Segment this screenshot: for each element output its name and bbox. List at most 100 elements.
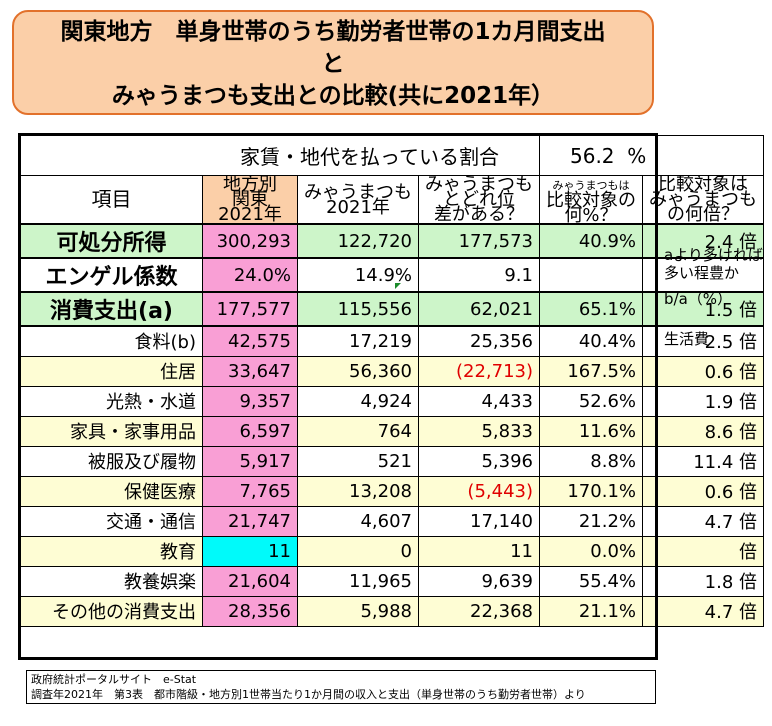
- cell-c4: 0.0%: [539, 535, 643, 567]
- source-line-1: 政府統計ポータルサイト e-Stat: [31, 673, 197, 686]
- cell-c4: 65.1%: [539, 291, 643, 327]
- cell-c5: 4.7 倍: [642, 595, 764, 627]
- row-label: 交通・通信: [20, 505, 203, 537]
- side-note-richness: aより多ければ 多い程豊か: [664, 246, 763, 282]
- row-label: 保健医療: [20, 475, 203, 507]
- cell-c2: 764: [297, 415, 419, 447]
- cell-c1: 33,647: [202, 355, 298, 387]
- cell-c4: 11.6%: [539, 415, 643, 447]
- table-row: 光熱・水道 9,357 4,924 4,433 52.6% 1.9 倍: [20, 385, 764, 417]
- cell-c2: 122,720: [297, 223, 419, 259]
- cell-c3: 4,433: [418, 385, 540, 417]
- cell-c4: 8.8%: [539, 445, 643, 477]
- header-col4: みゃうまつもは 比較対象の 何%？: [539, 175, 643, 225]
- rent-ratio-label: 家賃・地代を払っている割合: [20, 135, 540, 176]
- cell-c5: 1.9 倍: [642, 385, 764, 417]
- table-row: 交通・通信 21,747 4,607 17,140 21.2% 4.7 倍: [20, 505, 764, 537]
- cell-c5: 1.5 倍: [642, 291, 764, 327]
- cell-c5: 11.4 倍: [642, 445, 764, 477]
- cell-c2: 13,208: [297, 475, 419, 507]
- row-label: その他の消費支出: [20, 595, 203, 627]
- cell-c1: 21,604: [202, 565, 298, 597]
- source-footer: 政府統計ポータルサイト e-Stat 調査年2021年 第3表 都市階級・地方別…: [26, 670, 656, 704]
- cell-c5: 2.4 倍: [642, 223, 764, 259]
- source-line-2: 調査年2021年 第3表 都市階級・地方別1世帯当たり1か月間の収入と支出（単身…: [31, 688, 586, 701]
- table-row: 消費支出(a) 177,577 115,556 62,021 65.1% 1.5…: [20, 291, 764, 327]
- cell-c4: 170.1%: [539, 475, 643, 507]
- cell-c5: 8.6 倍: [642, 415, 764, 447]
- table-row: 住居 33,647 56,360 (22,713) 167.5% 0.6 倍: [20, 355, 764, 387]
- rent-ratio-row: 家賃・地代を払っている割合 56.2 %: [20, 135, 764, 176]
- cell-c4: [539, 257, 643, 293]
- cell-c5: 4.7 倍: [642, 505, 764, 537]
- cell-c3: 5,833: [418, 415, 540, 447]
- title-line-1: 関東地方 単身世帯のうち勤労者世帯の1カ月間支出: [60, 19, 606, 45]
- row-label: 住居: [20, 355, 203, 387]
- table-row: 被服及び履物 5,917 521 5,396 8.8% 11.4 倍: [20, 445, 764, 477]
- cell-c4: 167.5%: [539, 355, 643, 387]
- header-row: 項目 地方別 関東 2021年 みゃうまつも 2021年 みゃうまつも とどれ位 差がある…: [20, 175, 764, 225]
- cell-c1: 7,765: [202, 475, 298, 507]
- cell-c4: 40.9%: [539, 223, 643, 259]
- table-row: 食料(b) 42,575 17,219 25,356 40.4% 2.5 倍: [20, 325, 764, 357]
- cell-c3: 5,396: [418, 445, 540, 477]
- cell-c4: 40.4%: [539, 325, 643, 357]
- rent-ratio-value-cell: 56.2 %: [539, 135, 764, 176]
- cell-c3: 17,140: [418, 505, 540, 537]
- table-row: 可処分所得 300,293 122,720 177,573 40.9% 2.4 …: [20, 223, 764, 259]
- row-label: 可処分所得: [20, 223, 203, 259]
- rent-ratio-unit: %: [627, 143, 647, 168]
- cell-c3: 9,639: [418, 565, 540, 597]
- cell-c2: 56,360: [297, 355, 419, 387]
- cell-c4: 52.6%: [539, 385, 643, 417]
- cell-c2: 0: [297, 535, 419, 567]
- table-row: 家具・家事用品 6,597 764 5,833 11.6% 8.6 倍: [20, 415, 764, 447]
- cell-c4: 55.4%: [539, 565, 643, 597]
- cell-c5: 0.6 倍: [642, 475, 764, 507]
- cell-c2: 521: [297, 445, 419, 477]
- cell-c1: 9,357: [202, 385, 298, 417]
- cell-c2: 5,988: [297, 595, 419, 627]
- cell-c1: 6,597: [202, 415, 298, 447]
- cell-c4: 21.1%: [539, 595, 643, 627]
- cell-c2: 4,607: [297, 505, 419, 537]
- cell-c1: 300,293: [202, 223, 298, 259]
- title-line-2: と: [321, 51, 345, 77]
- side-note-living-cost: 生活費: [664, 330, 710, 348]
- table-row: 教養娯楽 21,604 11,965 9,639 55.4% 1.8 倍: [20, 565, 764, 597]
- row-label: エンゲル係数: [20, 257, 203, 293]
- side-note-engel: b/a（%）: [664, 290, 733, 308]
- cell-c3: (22,713): [418, 355, 540, 387]
- cell-c5: 倍: [642, 535, 764, 567]
- table-row: その他の消費支出 28,356 5,988 22,368 21.1% 4.7 倍: [20, 595, 764, 627]
- cell-c2: 11,965: [297, 565, 419, 597]
- header-item: 項目: [20, 175, 203, 225]
- row-label: 被服及び履物: [20, 445, 203, 477]
- table-row: 保健医療 7,765 13,208 (5,443) 170.1% 0.6 倍: [20, 475, 764, 507]
- rent-ratio-value: 56.2: [570, 143, 615, 168]
- title-line-3: みゃうまつも支出との比較(共に2021年）: [111, 83, 555, 109]
- cell-c4: 21.2%: [539, 505, 643, 537]
- cell-c3: (5,443): [418, 475, 540, 507]
- row-label: 光熱・水道: [20, 385, 203, 417]
- cell-c1: 11: [202, 535, 298, 567]
- table-row: 教育 11 0 11 0.0% 倍: [20, 535, 764, 567]
- cell-c5: 1.8 倍: [642, 565, 764, 597]
- cell-c1: 24.0%: [202, 257, 298, 293]
- comment-marker-icon: [395, 283, 401, 289]
- comparison-table: 家賃・地代を払っている割合 56.2 % 項目 地方別 関東 2021年 みゃうまつ…: [20, 135, 764, 627]
- cell-c1: 177,577: [202, 291, 298, 327]
- cell-c3: 22,368: [418, 595, 540, 627]
- cell-c2: 115,556: [297, 291, 419, 327]
- row-label: 教育: [20, 535, 203, 567]
- header-col3: みゃうまつも とどれ位 差がある？: [418, 175, 540, 225]
- header-col2: みゃうまつも 2021年: [297, 175, 419, 225]
- table-row: エンゲル係数 24.0% 14.9% 9.1: [20, 257, 764, 293]
- header-col1: 地方別 関東 2021年: [202, 175, 298, 225]
- cell-c1: 5,917: [202, 445, 298, 477]
- cell-c2: 17,219: [297, 325, 419, 357]
- cell-c3: 62,021: [418, 291, 540, 327]
- cell-c1: 42,575: [202, 325, 298, 357]
- cell-c3: 9.1: [418, 257, 540, 293]
- cell-c5: 0.6 倍: [642, 355, 764, 387]
